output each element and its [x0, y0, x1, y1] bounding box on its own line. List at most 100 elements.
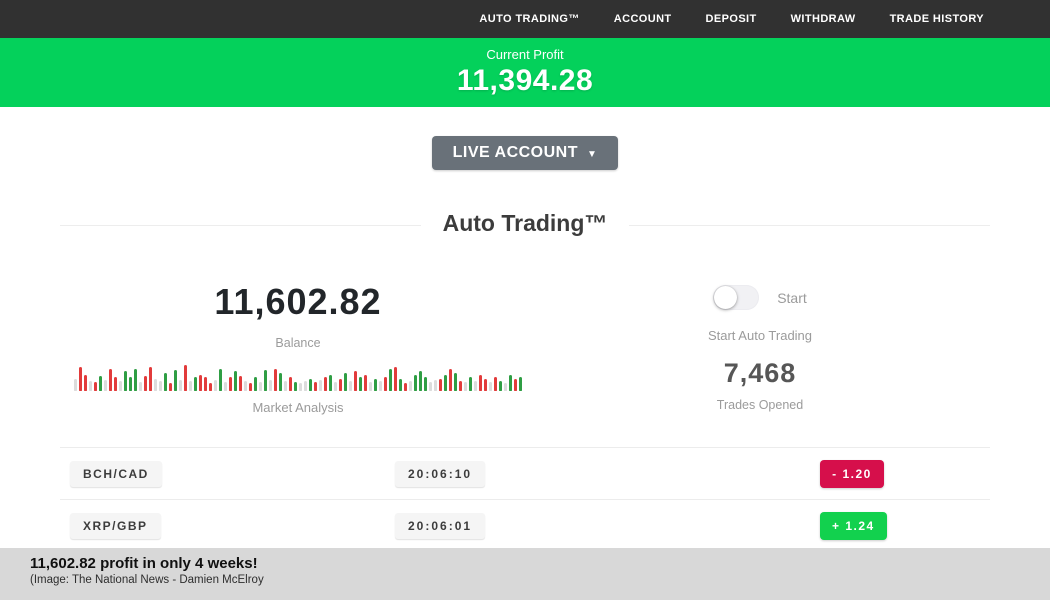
market-bar	[409, 381, 412, 391]
pair-pill: XRP/GBP	[70, 513, 161, 539]
market-bar	[169, 383, 172, 391]
market-bar	[304, 381, 307, 391]
balance-label: Balance	[275, 336, 321, 350]
market-bar	[344, 373, 347, 391]
market-bar	[259, 382, 262, 391]
nav-item-4[interactable]: WITHDRAW	[790, 13, 856, 25]
market-bar	[484, 379, 487, 391]
market-bar	[399, 379, 402, 391]
market-bar	[144, 376, 147, 391]
market-bar	[289, 377, 292, 391]
market-bar	[274, 369, 277, 391]
top-nav: AUTO TRADING™ ACCOUNT DEPOSIT WITHDRAW TRADE…	[0, 0, 1050, 38]
market-bar	[359, 377, 362, 391]
market-bar	[279, 373, 282, 391]
start-auto-trading-toggle[interactable]	[713, 285, 760, 310]
market-bar	[89, 381, 92, 391]
toggle-row: Start	[713, 285, 807, 310]
market-bar	[444, 375, 447, 391]
time-pill: 20:06:01	[395, 513, 486, 539]
nav-item-5[interactable]: TRADE HISTORY	[889, 13, 984, 25]
market-bar	[349, 381, 352, 391]
market-bar	[479, 375, 482, 391]
market-bar	[194, 377, 197, 391]
market-bar	[429, 382, 432, 391]
market-bar	[99, 376, 102, 391]
current-profit-label: Current Profit	[486, 47, 564, 62]
market-bar	[319, 380, 322, 391]
market-bar	[519, 377, 522, 391]
page-title: Auto Trading™	[420, 210, 630, 237]
market-bar	[164, 373, 167, 391]
market-bar	[499, 381, 502, 391]
market-bar	[454, 373, 457, 391]
chevron-down-icon: ▼	[587, 148, 598, 160]
market-bar	[314, 382, 317, 391]
toggle-knob	[714, 286, 738, 309]
account-selector-wrap: LIVE ACCOUNT ▼	[0, 136, 1050, 170]
market-bar	[249, 383, 252, 391]
market-bar	[449, 369, 452, 391]
market-bar	[264, 370, 267, 391]
trades-opened-panel: 7,468 Trades Opened	[536, 350, 984, 415]
stats-grid: 11,602.82 Balance Start Start Auto Tradi…	[0, 265, 1050, 415]
live-account-label: LIVE ACCOUNT	[452, 144, 578, 161]
market-bar	[84, 375, 87, 391]
market-analysis-chart	[74, 364, 522, 391]
market-bar	[334, 382, 337, 391]
market-bar	[364, 375, 367, 391]
toggle-label: Start	[777, 289, 807, 306]
market-bar	[204, 377, 207, 391]
market-bar	[94, 382, 97, 391]
market-bar	[354, 371, 357, 391]
market-bar	[234, 371, 237, 391]
market-bar	[104, 380, 107, 391]
market-bar	[79, 367, 82, 391]
nav-item-2[interactable]: ACCOUNT	[613, 13, 672, 25]
market-bar	[209, 383, 212, 391]
nav-item-3[interactable]: DEPOSIT	[705, 13, 757, 25]
market-bar	[434, 380, 437, 391]
market-bar	[214, 380, 217, 391]
market-bar	[459, 381, 462, 391]
caption-credit: (Image: The National News - Damien McElr…	[30, 574, 264, 586]
market-bar	[244, 381, 247, 391]
current-profit-value: 11,394.28	[456, 64, 594, 97]
market-bar	[339, 379, 342, 391]
market-bar	[474, 381, 477, 391]
trade-table: BCH/CAD 20:06:10 - 1.20 XRP/GBP 20:06:01…	[60, 447, 990, 551]
market-bar	[229, 377, 232, 391]
start-auto-trading-caption: Start Auto Trading	[707, 328, 813, 343]
live-account-button[interactable]: LIVE ACCOUNT ▼	[432, 136, 618, 170]
time-pill: 20:06:10	[395, 461, 486, 487]
market-bar	[129, 377, 132, 391]
market-bar	[469, 377, 472, 391]
trades-opened-label: Trades Opened	[716, 398, 804, 412]
market-bar	[394, 367, 397, 391]
market-bar	[224, 382, 227, 391]
market-bar	[369, 382, 372, 391]
market-bar	[509, 375, 512, 391]
table-row: BCH/CAD 20:06:10 - 1.20	[60, 447, 990, 499]
market-bar	[74, 379, 77, 391]
market-bar	[414, 375, 417, 391]
market-bar	[199, 375, 202, 391]
market-bar	[384, 377, 387, 391]
market-bar	[159, 381, 162, 391]
market-bar	[489, 382, 492, 391]
market-bar	[439, 379, 442, 391]
market-bar	[424, 377, 427, 391]
market-analysis-panel: Market Analysis	[60, 350, 536, 415]
balance-panel: 11,602.82 Balance	[60, 265, 536, 350]
market-bar	[119, 381, 122, 391]
current-profit-banner: Current Profit 11,394.28	[0, 38, 1050, 107]
market-bar	[464, 382, 467, 391]
market-bar	[504, 383, 507, 391]
market-bar	[299, 383, 302, 391]
nav-item-1[interactable]: AUTO TRADING™	[479, 13, 580, 25]
pair-pill: BCH/CAD	[70, 461, 162, 487]
image-caption-bar: 11,602.82 profit in only 4 weeks! (Image…	[0, 548, 1050, 600]
market-bar	[374, 379, 377, 391]
auto-trading-panel: Start Start Auto Trading	[536, 265, 984, 350]
